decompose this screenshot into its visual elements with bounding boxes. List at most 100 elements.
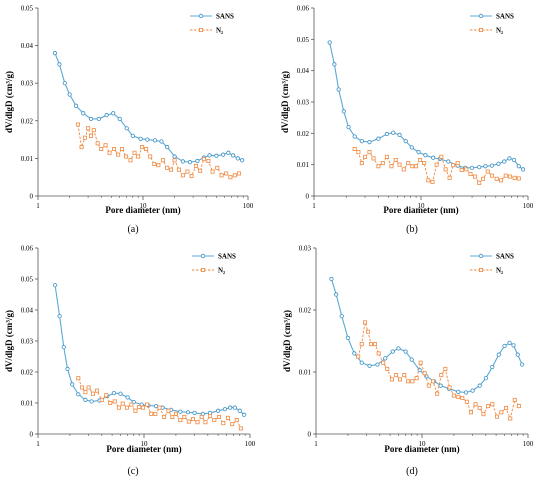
data-point-n2 (443, 366, 448, 371)
data-point-sans (195, 158, 200, 164)
data-point-n2 (133, 408, 138, 413)
data-point-sans (235, 156, 240, 161)
data-point-sans (76, 392, 81, 397)
data-point-sans (111, 111, 116, 116)
data-point-n2 (206, 159, 211, 164)
data-point-n2 (217, 414, 222, 419)
data-point-n2 (439, 373, 444, 378)
data-point-n2 (418, 157, 423, 162)
data-point-n2 (170, 414, 175, 419)
data-point-n2 (356, 354, 361, 359)
data-point-sans (214, 153, 219, 158)
data-point-sans (507, 340, 512, 345)
data-point-sans (180, 159, 186, 164)
data-point-n2 (368, 342, 373, 347)
data-point-n2 (366, 329, 371, 334)
data-point-n2 (232, 173, 237, 178)
data-point-sans (456, 389, 461, 394)
y-tick-label: 0.03 (297, 99, 310, 107)
data-point-n2 (221, 421, 226, 426)
data-point-n2 (489, 173, 494, 178)
y-axis-label: dV/dlgD (cm³/g) (4, 71, 14, 133)
data-point-n2 (149, 411, 154, 416)
y-tick-label: 0.04 (21, 307, 34, 315)
data-point-n2 (410, 164, 415, 169)
data-point-n2 (104, 393, 109, 398)
data-point-n2 (410, 379, 415, 384)
data-point-sans (463, 390, 469, 395)
data-point-n2 (363, 154, 368, 159)
data-point-sans (502, 159, 507, 164)
data-point-n2 (165, 165, 170, 170)
y-tick-label: 0.02 (299, 307, 312, 315)
data-point-n2 (203, 420, 208, 425)
data-point-n2 (503, 405, 508, 410)
data-point-n2 (120, 401, 125, 406)
data-point-n2 (455, 161, 460, 166)
data-point-sans (376, 136, 381, 141)
data-point-sans (178, 409, 183, 414)
y-tick-label: 0.06 (21, 245, 34, 253)
data-point-n2 (124, 154, 129, 159)
data-point-n2 (406, 161, 411, 166)
data-point-n2 (490, 402, 495, 407)
data-point-sans (70, 382, 75, 387)
legend-label-n2: N₂ (496, 267, 503, 275)
y-tick-label: 0.03 (21, 338, 34, 346)
data-point-n2 (89, 133, 94, 138)
data-point-n2 (380, 161, 385, 166)
data-point-sans (230, 153, 236, 158)
data-point-sans (383, 356, 388, 361)
data-point-sans (334, 292, 339, 297)
data-point-n2 (473, 174, 478, 179)
data-point-sans (222, 407, 228, 412)
data-point-n2 (481, 412, 486, 417)
data-point-sans (520, 362, 525, 367)
data-point-sans (88, 116, 94, 122)
data-point-sans (346, 124, 351, 130)
data-point-sans (81, 111, 86, 116)
data-point-n2 (356, 150, 361, 155)
legend-marker-n2 (478, 267, 483, 272)
data-point-sans (490, 364, 495, 370)
data-point-n2 (389, 377, 394, 382)
data-point-n2 (169, 167, 174, 172)
data-point-n2 (194, 163, 199, 168)
panel-caption: (b) (406, 224, 418, 235)
series-line-n2 (354, 148, 519, 184)
data-point-n2 (132, 150, 137, 155)
legend-label-n2: N₂ (216, 27, 223, 35)
data-point-n2 (144, 146, 149, 151)
data-point-sans (359, 139, 364, 144)
legend-marker-sans (200, 253, 206, 259)
data-point-n2 (186, 419, 191, 424)
data-point-sans (221, 152, 226, 157)
data-point-n2 (199, 414, 204, 419)
data-point-n2 (499, 410, 504, 415)
data-point-n2 (426, 383, 431, 388)
data-point-n2 (148, 154, 153, 159)
data-point-n2 (352, 146, 357, 151)
data-point-n2 (212, 418, 217, 423)
data-point-n2 (397, 377, 402, 382)
data-point-n2 (145, 402, 150, 407)
data-point-sans (159, 139, 164, 144)
data-point-n2 (516, 176, 521, 181)
y-tick-label: 0.01 (299, 369, 312, 377)
data-point-n2 (116, 152, 121, 157)
data-point-sans (215, 408, 221, 413)
data-point-sans (327, 40, 332, 45)
data-point-n2 (494, 176, 499, 181)
data-point-sans (352, 351, 357, 356)
data-point-sans (496, 161, 501, 166)
y-tick-label: 0.04 (297, 67, 310, 75)
data-point-sans (192, 410, 197, 416)
data-point-sans (396, 346, 401, 351)
data-point-sans (65, 366, 70, 371)
data-point-sans (502, 343, 507, 349)
data-point-n2 (140, 145, 145, 150)
y-tick-label: 0.02 (21, 117, 34, 125)
data-point-n2 (86, 126, 91, 131)
data-point-n2 (238, 426, 243, 431)
x-tick-label: 10 (141, 440, 149, 448)
